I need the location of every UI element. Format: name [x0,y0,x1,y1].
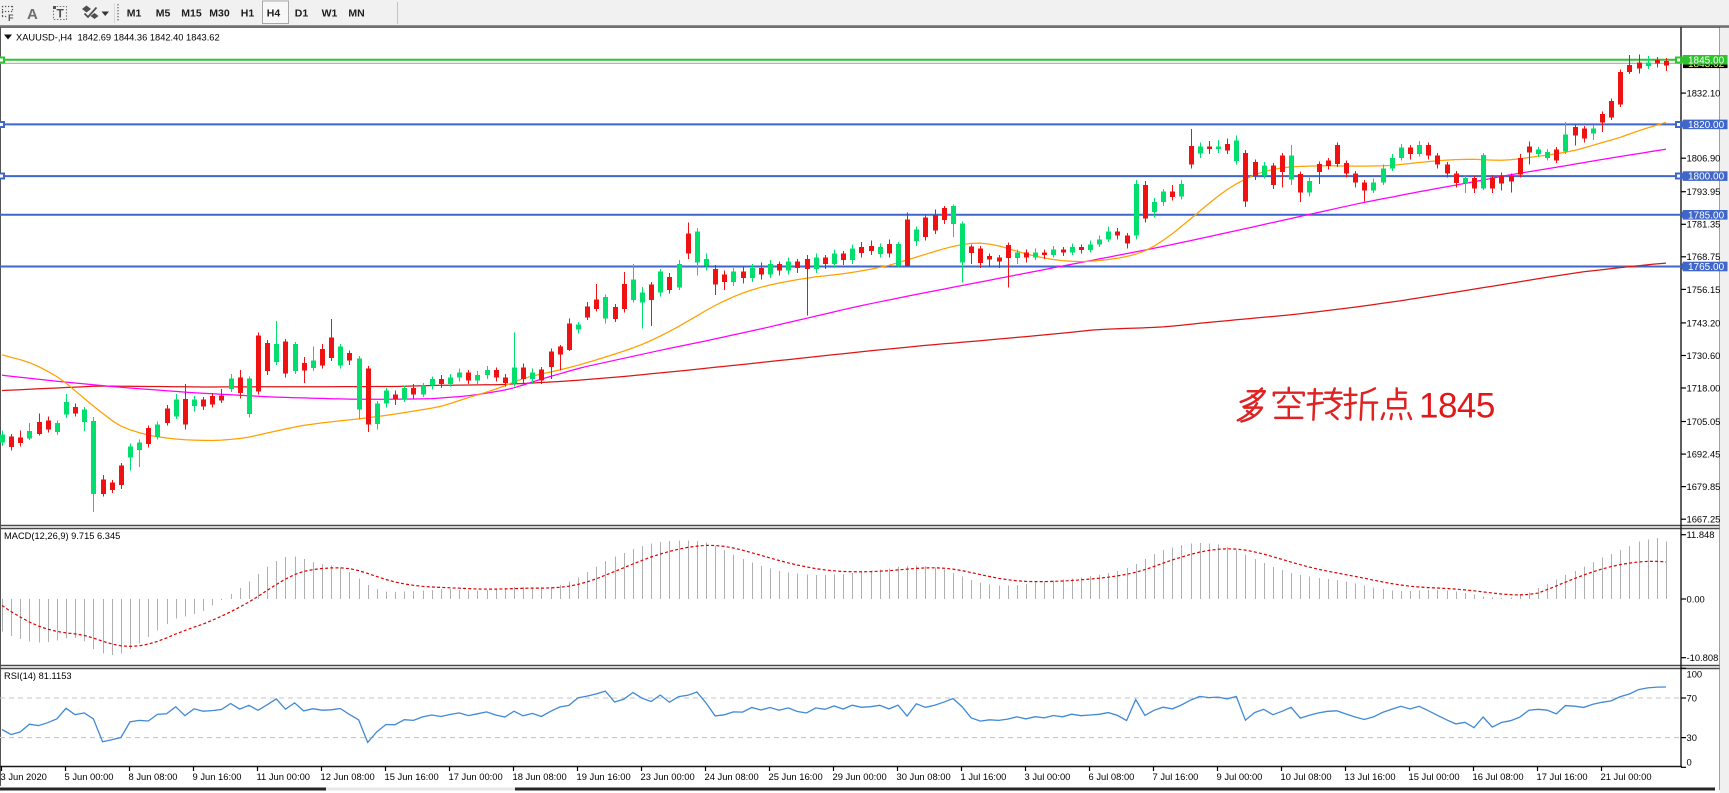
svg-text:F: F [8,13,14,23]
svg-text:1820.00: 1820.00 [1688,120,1725,131]
svg-text:8 Jun 08:00: 8 Jun 08:00 [129,771,178,782]
svg-text:21 Jul 00:00: 21 Jul 00:00 [1601,771,1652,782]
svg-text:1667.25: 1667.25 [1687,514,1721,525]
svg-text:17 Jun 00:00: 17 Jun 00:00 [449,771,503,782]
svg-text:RSI(14) 81.1153: RSI(14) 81.1153 [4,671,72,681]
svg-text:H1: H1 [241,8,255,20]
svg-text:13 Jul 16:00: 13 Jul 16:00 [1345,771,1396,782]
svg-text:19 Jun 16:00: 19 Jun 16:00 [577,771,631,782]
svg-text:M5: M5 [156,8,171,20]
svg-text:30 Jun 08:00: 30 Jun 08:00 [897,771,951,782]
svg-text:1845.00: 1845.00 [1688,55,1725,66]
svg-text:24 Jun 08:00: 24 Jun 08:00 [705,771,759,782]
svg-text:1679.85: 1679.85 [1687,481,1721,492]
svg-text:23 Jun 00:00: 23 Jun 00:00 [641,771,695,782]
svg-text:25 Jun 16:00: 25 Jun 16:00 [769,771,823,782]
svg-text:1793.95: 1793.95 [1687,186,1721,197]
svg-text:1781.35: 1781.35 [1687,219,1721,230]
svg-text:1 Jul 16:00: 1 Jul 16:00 [961,771,1007,782]
svg-text:1785.00: 1785.00 [1688,210,1725,221]
svg-text:M1: M1 [127,8,142,20]
svg-text:A: A [27,6,38,23]
svg-text:7 Jul 16:00: 7 Jul 16:00 [1153,771,1199,782]
svg-text:12 Jun 08:00: 12 Jun 08:00 [321,771,375,782]
svg-text:3 Jul 00:00: 3 Jul 00:00 [1025,771,1071,782]
svg-text:29 Jun 00:00: 29 Jun 00:00 [833,771,887,782]
svg-text:1730.60: 1730.60 [1687,350,1721,361]
svg-text:1832.10: 1832.10 [1687,88,1721,99]
svg-text:6 Jul 08:00: 6 Jul 08:00 [1089,771,1135,782]
svg-text:1718.00: 1718.00 [1687,382,1721,393]
svg-text:10 Jul 08:00: 10 Jul 08:00 [1281,771,1332,782]
svg-text:100: 100 [1687,668,1703,679]
svg-text:5 Jun 00:00: 5 Jun 00:00 [65,771,114,782]
svg-text:D1: D1 [295,8,309,20]
svg-text:1705.05: 1705.05 [1687,416,1721,427]
svg-text:0: 0 [1687,756,1692,767]
svg-text:1756.15: 1756.15 [1687,284,1721,295]
svg-text:H4: H4 [267,8,281,20]
svg-text:17 Jul 16:00: 17 Jul 16:00 [1537,771,1588,782]
svg-text:11.848: 11.848 [1687,529,1715,540]
svg-text:30: 30 [1687,732,1697,743]
svg-text:15 Jul 00:00: 15 Jul 00:00 [1409,771,1460,782]
svg-text:1768.75: 1768.75 [1687,251,1721,262]
svg-text:1800.00: 1800.00 [1688,172,1725,183]
svg-text:XAUUSD-,H4 1842.69 1844.36 18: XAUUSD-,H4 1842.69 1844.36 1842.40 1843.… [16,32,220,42]
svg-text:-10.808: -10.808 [1687,652,1719,663]
svg-text:W1: W1 [322,8,338,20]
svg-text:1743.20: 1743.20 [1687,317,1721,328]
svg-text:1692.45: 1692.45 [1687,449,1721,460]
svg-text:M15: M15 [181,8,202,20]
svg-text:1806.90: 1806.90 [1687,153,1721,164]
svg-text:3 Jun 2020: 3 Jun 2020 [1,771,47,782]
svg-text:15 Jun 16:00: 15 Jun 16:00 [385,771,439,782]
svg-text:MN: MN [348,8,364,20]
svg-text:1845: 1845 [1419,387,1495,426]
svg-text:9 Jul 00:00: 9 Jul 00:00 [1217,771,1263,782]
svg-text:MACD(12,26,9) 9.715 6.345: MACD(12,26,9) 9.715 6.345 [4,531,120,541]
svg-text:T: T [57,7,65,21]
svg-text:M30: M30 [209,8,230,20]
svg-text:16 Jul 08:00: 16 Jul 08:00 [1473,771,1524,782]
svg-text:11 Jun 00:00: 11 Jun 00:00 [257,771,311,782]
svg-text:70: 70 [1687,692,1697,703]
svg-text:0.00: 0.00 [1687,593,1705,604]
svg-text:18 Jun 08:00: 18 Jun 08:00 [513,771,567,782]
svg-text:9 Jun 16:00: 9 Jun 16:00 [193,771,242,782]
svg-text:1765.00: 1765.00 [1688,262,1725,273]
